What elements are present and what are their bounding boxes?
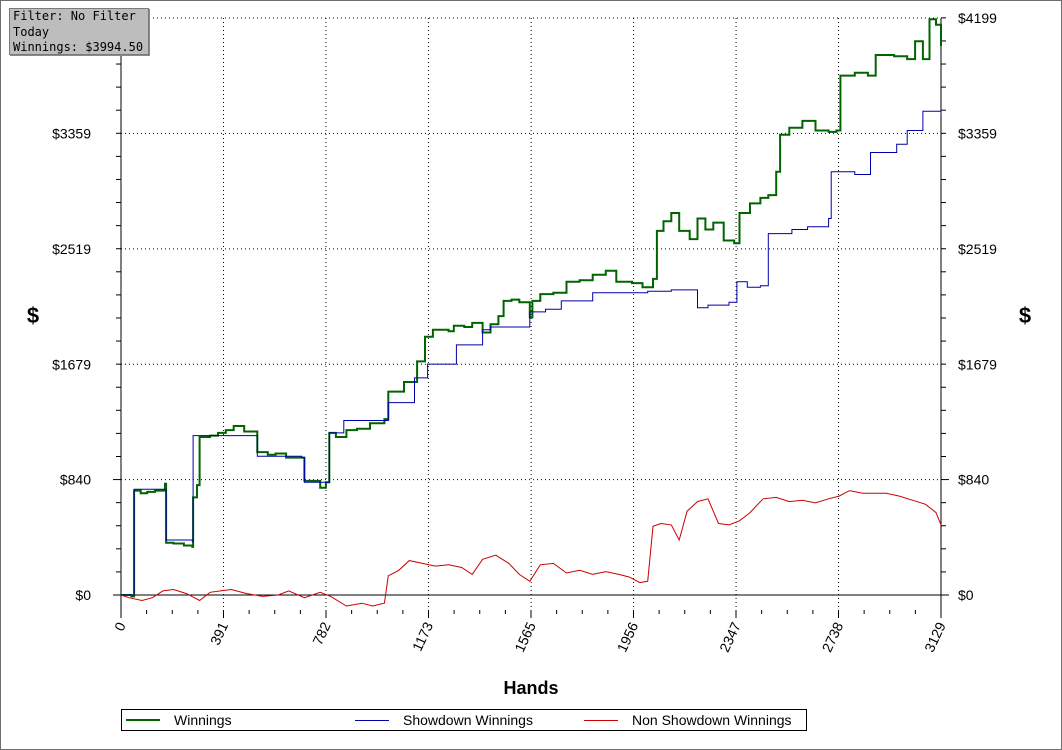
- legend-swatch-showdown-winnings: [355, 719, 389, 721]
- x-tick-label: 1565: [511, 619, 539, 654]
- x-axis-label: Hands: [503, 678, 558, 698]
- y-tick-label-left: $2519: [52, 241, 91, 257]
- series-line-winnings: [121, 18, 942, 598]
- x-tick-label: 1956: [614, 619, 642, 654]
- filter-summary-box: Filter: No Filter Today Winnings: $3994.…: [9, 8, 149, 55]
- series-line-non-showdown-winnings: [120, 490, 942, 607]
- date-range-label: Today: [13, 24, 50, 39]
- x-tick-label: 782: [309, 619, 333, 647]
- y-tick-label-right: $2519: [958, 241, 997, 257]
- legend-swatch-non-showdown-winnings: [584, 719, 618, 721]
- x-tick-label: 1173: [409, 619, 436, 653]
- axes-layer: [113, 17, 949, 618]
- series-layer: [120, 18, 942, 607]
- y-tick-label-left: $840: [60, 472, 91, 488]
- legend: Winnings Showdown Winnings Non Showdown …: [121, 709, 807, 731]
- legend-item-showdown-winnings: Showdown Winnings: [355, 710, 533, 730]
- x-tick-label: 2347: [716, 619, 744, 654]
- grid-layer: [121, 17, 941, 610]
- y-axis-label-left: $: [27, 303, 39, 328]
- y-tick-label-left: $3359: [52, 125, 91, 141]
- legend-item-non-showdown-winnings: Non Showdown Winnings: [584, 710, 792, 730]
- x-tick-label: 0: [111, 619, 129, 633]
- y-tick-label-right: $1679: [958, 356, 997, 372]
- legend-label-non-showdown-winnings: Non Showdown Winnings: [632, 712, 792, 728]
- legend-swatch-winnings: [126, 719, 160, 721]
- x-tick-label: 3129: [921, 619, 949, 654]
- filter-label: Filter: No Filter: [13, 9, 136, 23]
- y-tick-label-right: $0: [958, 587, 974, 603]
- x-tick-label: 391: [207, 619, 231, 647]
- series-line-showdown-winnings: [121, 110, 942, 596]
- label-layer: $0 $0 $840 $840 $1679 $1679 $2519 $2519 $3359 $33…: [52, 10, 997, 655]
- y-axis-label-right: $: [1019, 303, 1031, 328]
- y-tick-label-left: $0: [75, 587, 91, 603]
- winnings-total-label: Winnings: $3994.50: [13, 40, 144, 54]
- y-tick-label-right: $4199: [958, 10, 997, 26]
- x-tick-label: 2738: [819, 619, 847, 654]
- y-tick-label-right: $840: [958, 472, 989, 488]
- legend-label-winnings: Winnings: [174, 712, 232, 728]
- legend-item-winnings: Winnings: [126, 710, 232, 730]
- y-tick-label-left: $1679: [52, 356, 91, 372]
- y-tick-label-right: $3359: [958, 125, 997, 141]
- legend-label-showdown-winnings: Showdown Winnings: [403, 712, 533, 728]
